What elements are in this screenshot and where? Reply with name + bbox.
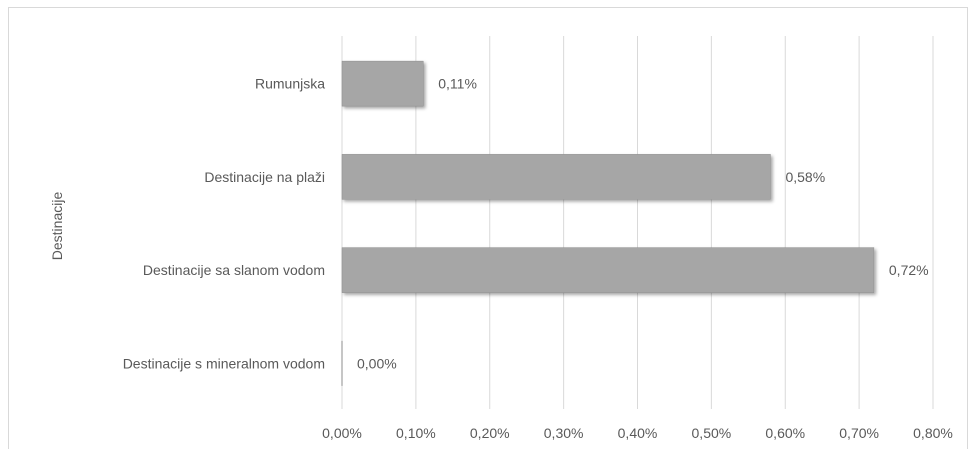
- x-tick-label: 0,00%: [322, 425, 362, 441]
- x-tick-label: 0,70%: [839, 425, 879, 441]
- x-tick-labels: 0,00% 0,10% 0,20% 0,30% 0,40% 0,50% 0,60% 0,70%…: [322, 425, 953, 441]
- bar: [341, 247, 875, 293]
- x-tick-label: 0,10%: [396, 425, 436, 441]
- x-tick-label: 0,30%: [544, 425, 584, 441]
- chart-frame: [8, 7, 968, 449]
- x-tick-label: 0,80%: [913, 425, 953, 441]
- data-label: 0,00%: [357, 355, 397, 371]
- data-label: 0,72%: [889, 262, 929, 278]
- x-tick-label: 0,20%: [470, 425, 510, 441]
- x-tick-label: 0,40%: [618, 425, 658, 441]
- bars: [341, 60, 875, 386]
- y-axis-title: Destinacije: [49, 192, 65, 261]
- category-labels: Rumunjska Destinacije na plaži Destinacije…: [123, 76, 326, 372]
- bar: [341, 60, 424, 107]
- data-labels: 0,11% 0,58% 0,72% 0,00%: [357, 76, 929, 372]
- category-label: Destinacije s mineralnom vodom: [123, 355, 325, 371]
- bar: [341, 154, 771, 200]
- x-tick-label: 0,50%: [692, 425, 732, 441]
- gridlines: [341, 36, 934, 409]
- data-label: 0,58%: [785, 169, 825, 185]
- category-label: Rumunjska: [255, 76, 325, 92]
- category-label: Destinacije na plaži: [204, 169, 325, 185]
- x-tick-label: 0,60%: [765, 425, 805, 441]
- data-label: 0,11%: [438, 76, 477, 92]
- category-label: Destinacije sa slanom vodom: [143, 262, 325, 278]
